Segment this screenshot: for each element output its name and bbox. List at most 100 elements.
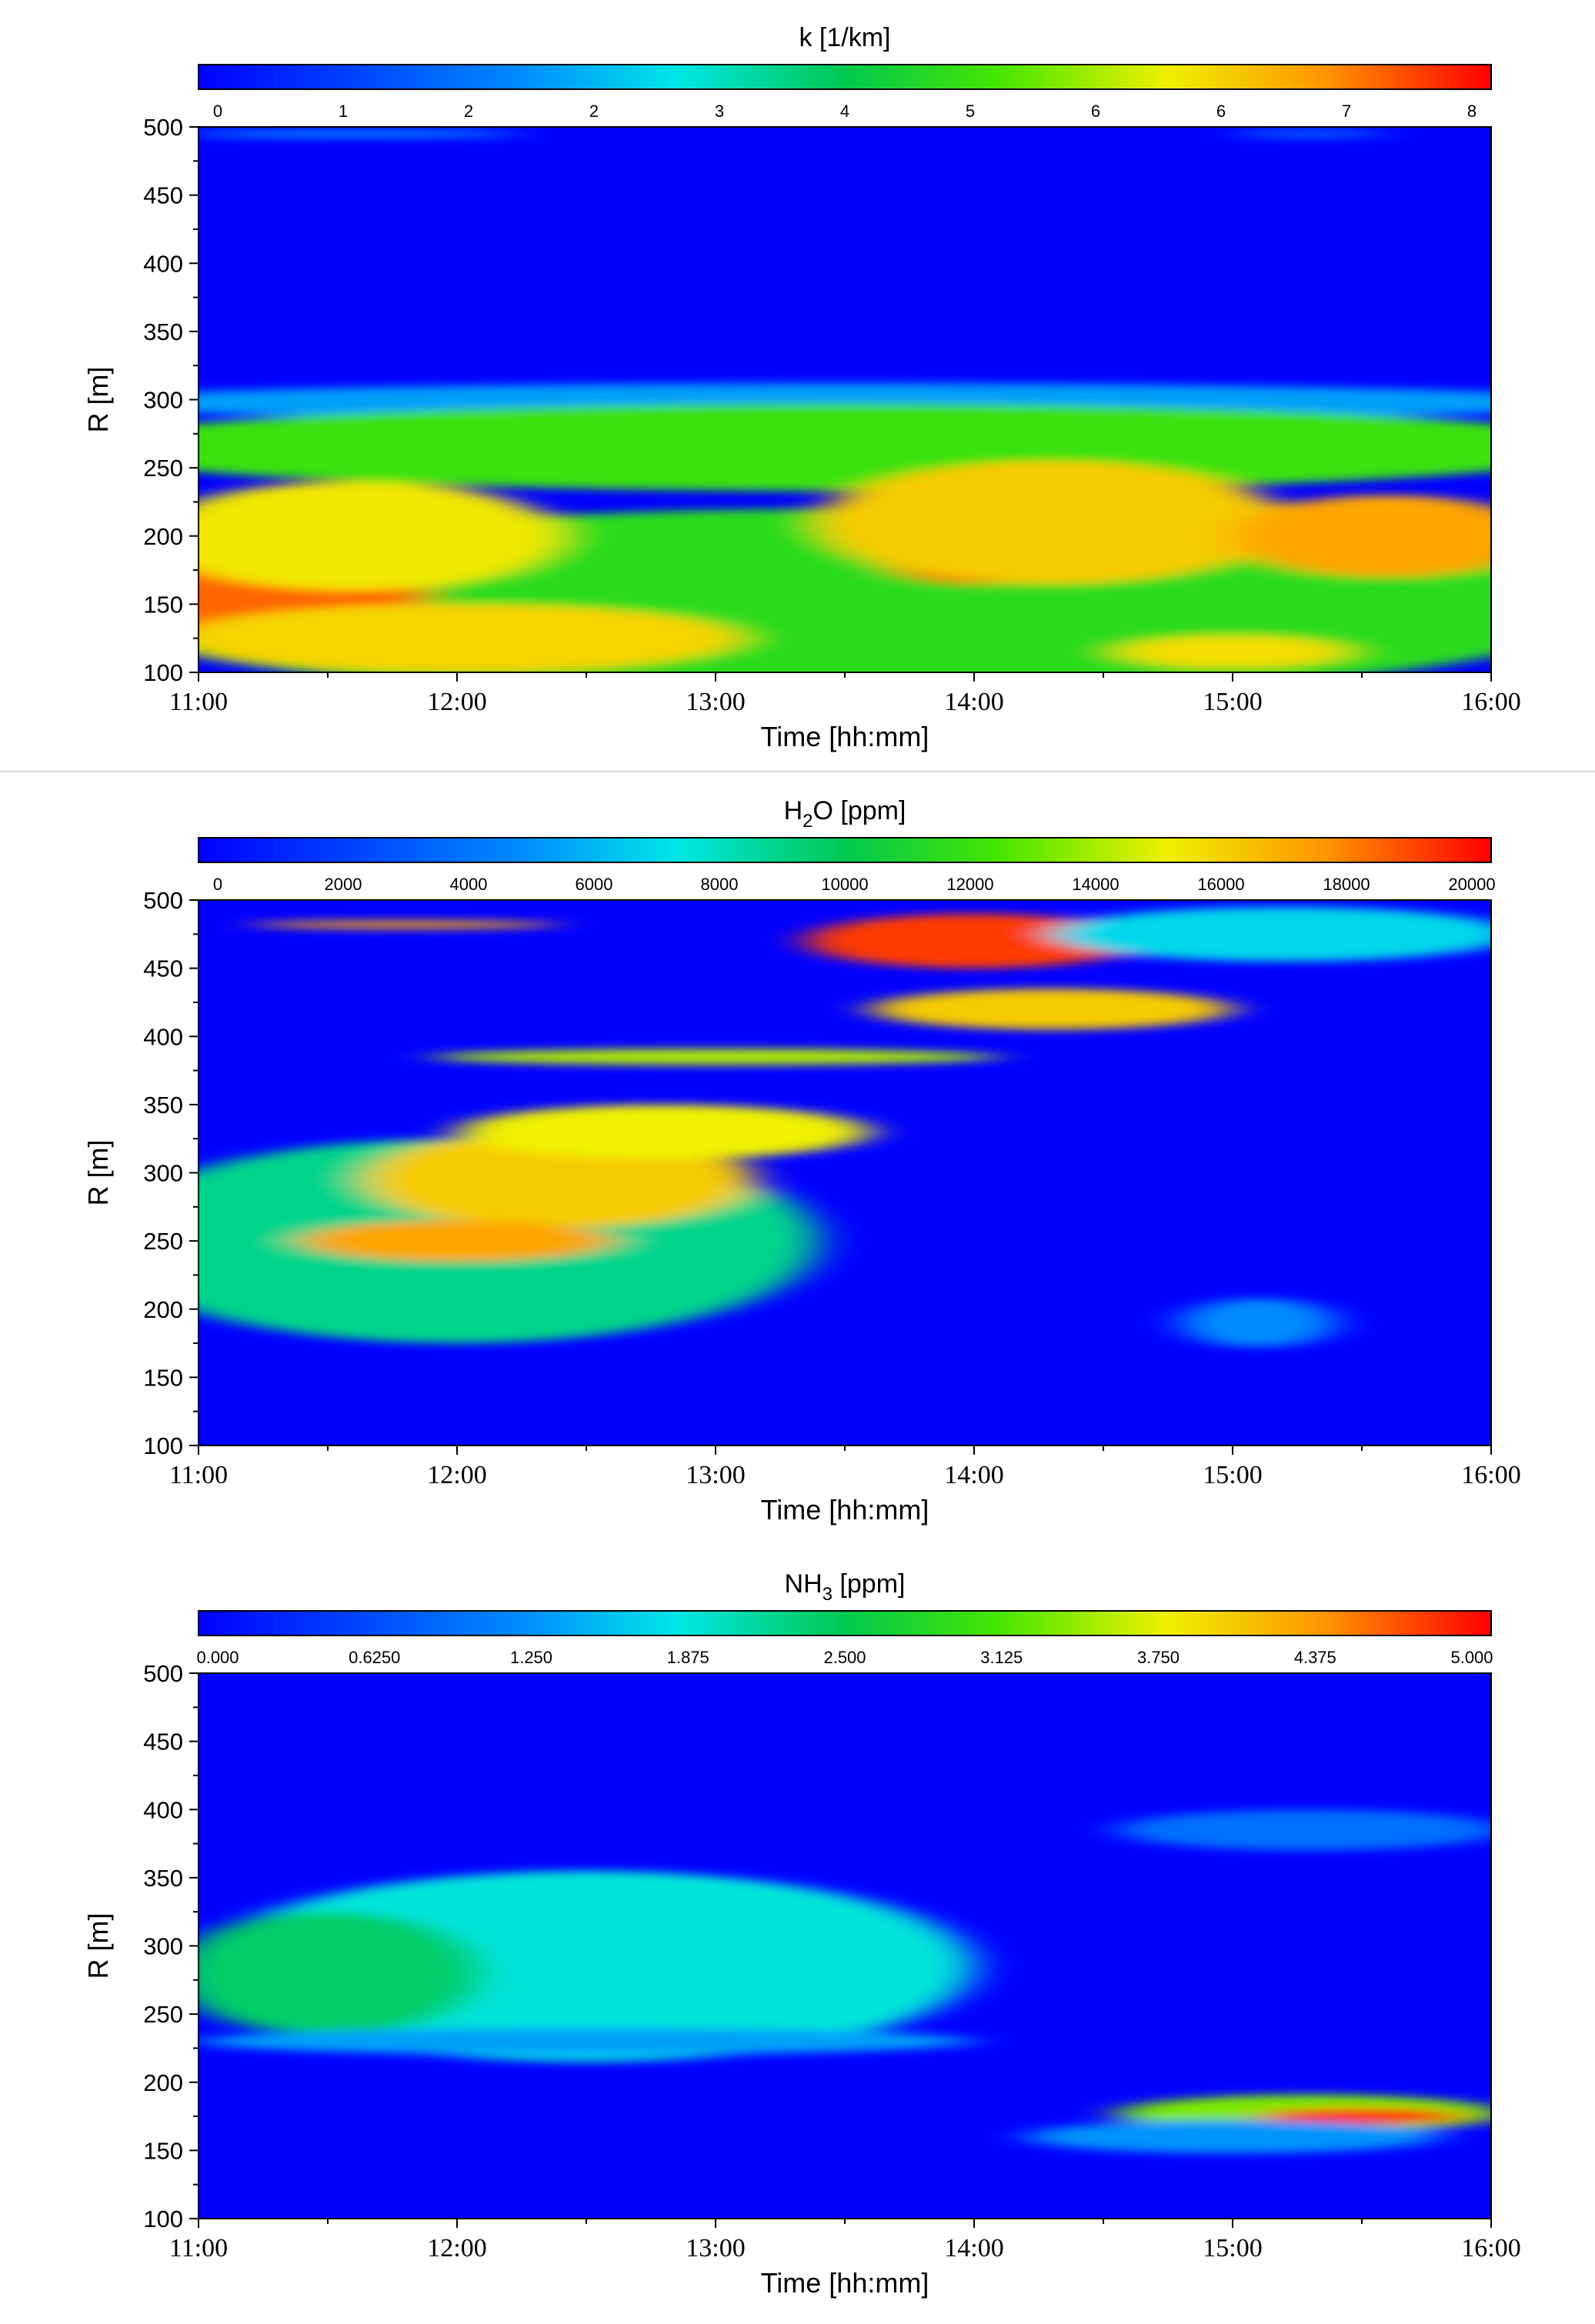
x-tick-label: 12:00 [427,1461,486,1489]
x-tick-label: 11:00 [169,1461,228,1489]
heatmap-region [199,1912,483,2035]
colorbar-tick-label: 0.000 [196,1648,239,1667]
x-tick-label: 11:00 [169,2234,228,2262]
y-tick-label: 250 [143,455,183,482]
x-axis-label: Time [hh:mm] [761,1494,929,1525]
colorbar-tick-label: 12000 [946,875,993,894]
heatmap-region [1233,129,1388,138]
y-tick-label: 350 [143,1865,183,1892]
colorbar-tick-label: 2000 [325,875,362,894]
y-tick-label: 250 [143,1228,183,1255]
x-tick-label: 16:00 [1461,688,1520,716]
y-tick-label: 400 [143,250,183,277]
heatmap-region [199,129,522,138]
y-tick-label: 300 [143,1933,183,1960]
heatmap-region [819,461,1285,584]
y-tick-label: 200 [143,523,183,550]
heatmap-panel-k: k [1/km] 0 1 2 2 3 4 5 6 6 7 8 100 150 200 250 300 350 400… [82,23,1521,752]
colorbar-tick-label: 0 [213,875,222,894]
heatmap-region [431,1049,1000,1065]
heatmap-region [302,1220,612,1262]
colorbar-tick-label: 5.000 [1450,1648,1493,1667]
colorbar-tick-label: 3.750 [1137,1648,1180,1667]
heatmap-region [199,2027,974,2056]
y-tick-label: 250 [143,2001,183,2028]
heatmap-region [870,989,1233,1030]
colorbar-tick-label: 5 [966,102,975,121]
x-tick-label: 16:00 [1461,1461,1520,1489]
heatmap-region [1051,906,1491,962]
colorbar-tick-label: 6 [1091,102,1100,121]
heatmap-region [199,604,742,672]
colorbar-tick-label: 3 [715,102,724,121]
colorbar-tick-label: 3.125 [980,1648,1023,1667]
x-tick-label: 16:00 [1461,2234,1520,2262]
y-tick-label: 450 [143,182,183,209]
colorbar-tick-label: 1.875 [667,1648,709,1667]
y-tick-label: 150 [143,2137,183,2164]
y-tick-label: 400 [143,1796,183,1823]
y-tick-label: 350 [143,318,183,345]
y-tick-label: 150 [143,1364,183,1391]
colorbar-tick-label: 2.500 [823,1648,866,1667]
x-tick-label: 12:00 [427,688,486,716]
colorbar-tick-label: 18000 [1323,875,1370,894]
x-tick-label: 15:00 [1203,2234,1262,2262]
x-tick-label: 14:00 [944,688,1003,716]
y-tick-label: 100 [143,2206,183,2232]
heatmap-region [1180,1298,1336,1348]
colorbar-tick-label: 8 [1467,102,1477,121]
colorbar-tick-label: 0 [213,102,222,121]
x-axis-label: Time [hh:mm] [761,721,929,752]
x-tick-label: 14:00 [944,2234,1003,2262]
colorbar-tick-label: 20000 [1448,875,1495,894]
colorbar-title: H2O [ppm] [784,796,906,832]
colorbar [198,837,1492,863]
x-tick-label: 15:00 [1203,1461,1262,1489]
heatmap-region [199,403,1491,492]
heatmap-region [1116,635,1350,669]
y-tick-label: 300 [143,387,183,414]
colorbar [198,64,1492,90]
colorbar-tick-label: 6000 [576,875,613,894]
colorbar-tick-label: 1 [339,102,348,121]
y-tick-label: 100 [143,659,183,686]
colorbar-tick-label: 1.250 [510,1648,552,1667]
panel-divider [0,771,1595,772]
y-axis-label: R [m] [82,1140,114,1206]
colorbar-title: k [1/km] [799,23,890,52]
heatmap-region [1233,495,1491,577]
colorbar [198,1610,1492,1636]
x-tick-label: 15:00 [1203,688,1262,716]
colorbar-tick-label: 16000 [1197,875,1244,894]
heatmap-region [806,913,1143,969]
colorbar-tick-label: 4.375 [1294,1648,1336,1667]
colorbar-tick-label: 2 [464,102,473,121]
y-tick-label: 150 [143,591,183,618]
y-axis-label: R [m] [82,1913,114,1979]
y-axis-label: R [m] [82,367,114,433]
colorbar-tick-label: 0.6250 [349,1648,400,1667]
x-tick-label: 13:00 [686,688,745,716]
heatmap-region [1026,2120,1440,2153]
colorbar-title: NH3 [ppm] [785,1569,906,1605]
colorbar-tick-label: 8000 [701,875,739,894]
y-tick-label: 500 [143,114,183,141]
y-tick-label: 300 [143,1160,183,1187]
heatmap-region [1258,2108,1466,2125]
y-tick-label: 200 [143,1296,183,1323]
colorbar-tick-label: 7 [1342,102,1351,121]
heatmap-region [199,481,561,591]
x-tick-label: 11:00 [169,688,228,716]
x-axis-label: Time [hh:mm] [761,2267,929,2299]
y-tick-label: 350 [143,1092,183,1119]
colorbar-tick-label: 4 [840,102,849,121]
colorbar-tick-label: 10000 [821,875,868,894]
x-tick-label: 12:00 [427,2234,486,2262]
colorbar-tick-label: 4000 [450,875,488,894]
colorbar-tick-label: 2 [589,102,599,121]
heatmap-panel-h2o: H2O [ppm] 0 2000 4000 6000 8000 10000 12000 1400… [82,796,1521,1525]
x-tick-label: 13:00 [686,1461,745,1489]
y-tick-label: 500 [143,1660,183,1687]
